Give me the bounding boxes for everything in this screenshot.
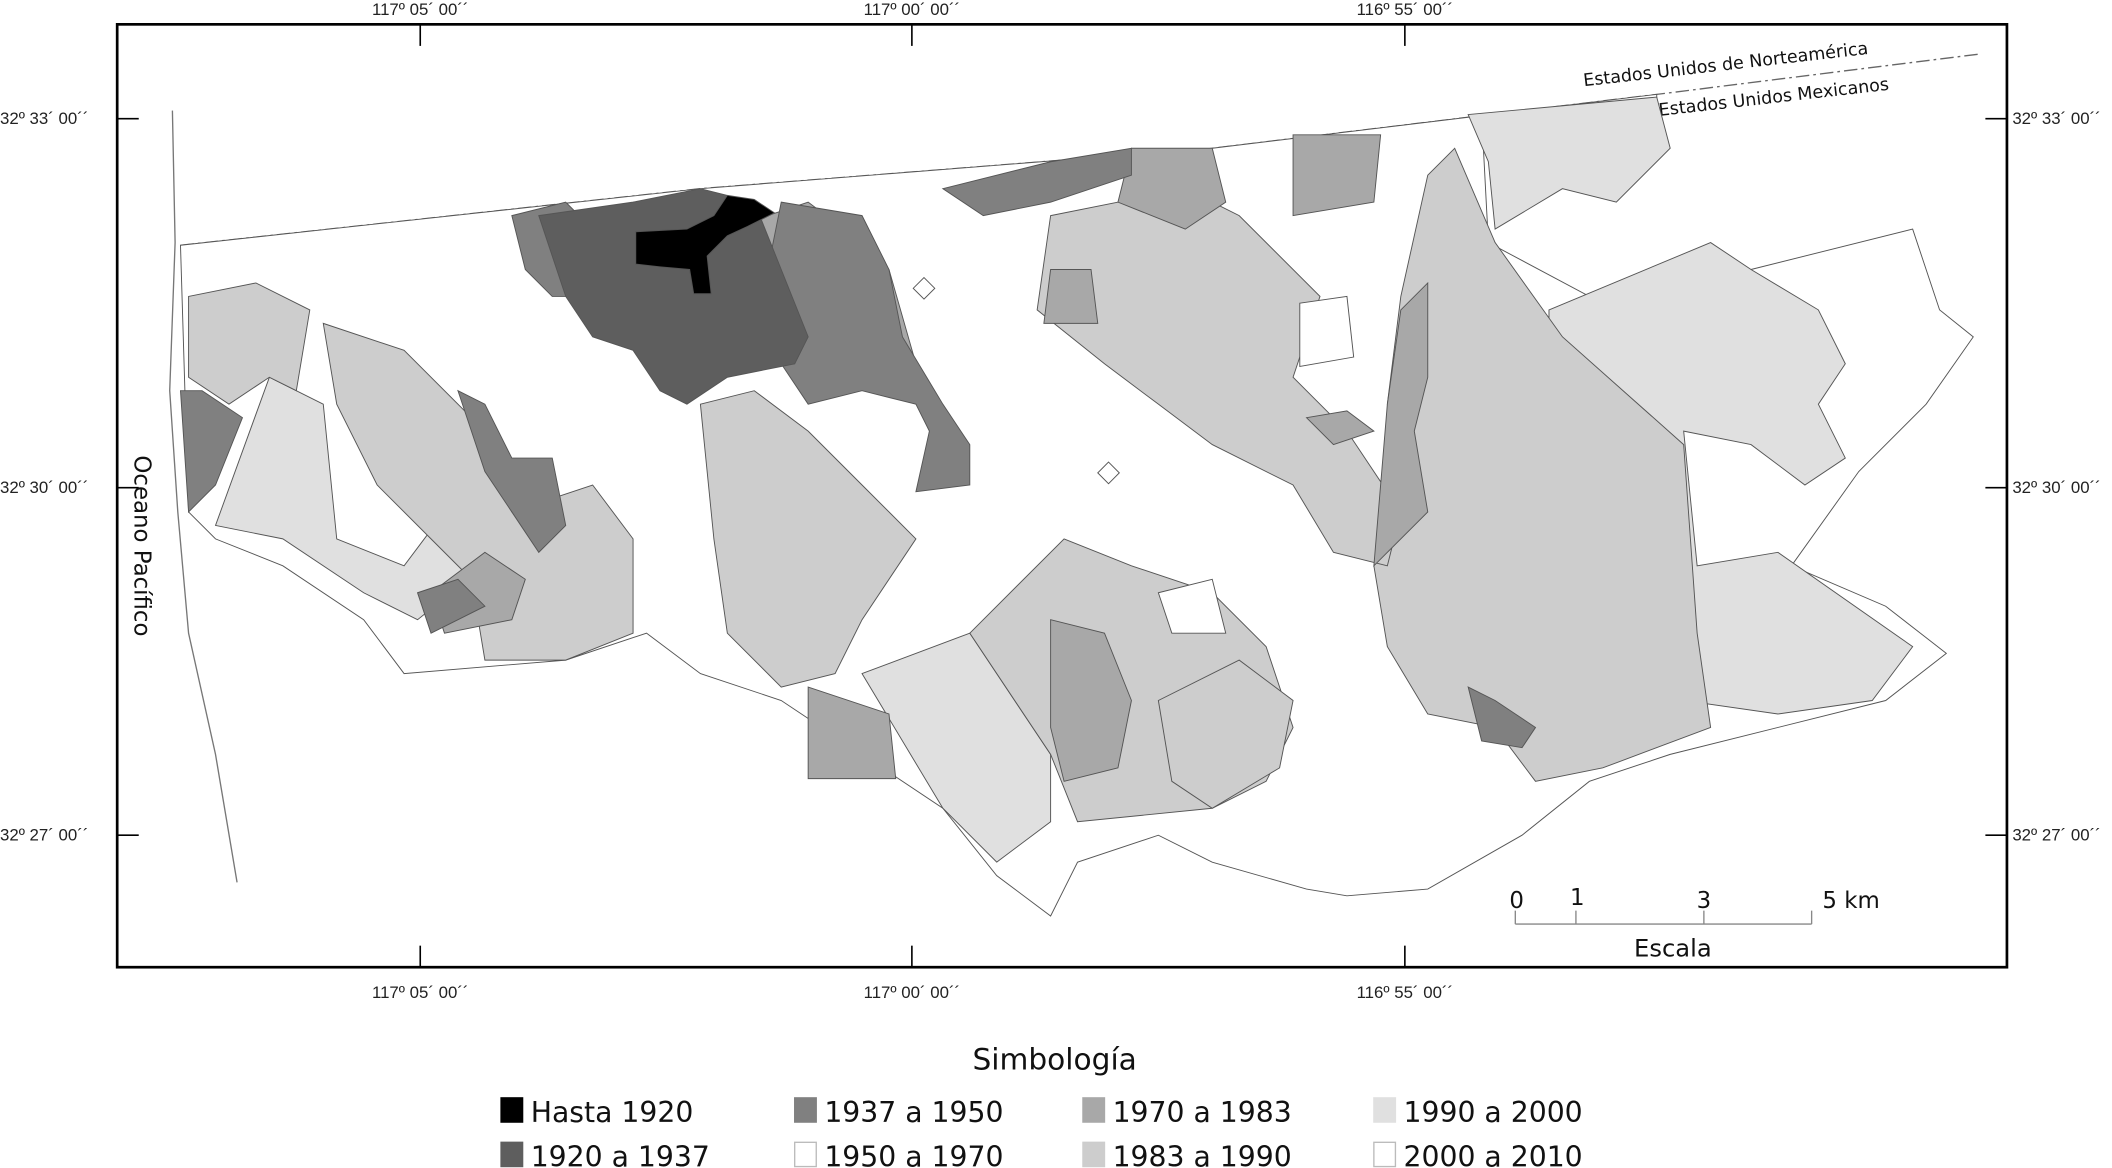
latitude-label-left: 32º 27´ 00´´ xyxy=(0,826,88,845)
legend-swatch xyxy=(1082,1141,1106,1168)
legend-swatch xyxy=(500,1097,524,1123)
ocean-label: Oceano Pacífico xyxy=(129,455,155,636)
urban-areas xyxy=(179,93,1974,917)
latitude-label-right: 32º 27´ 00´´ xyxy=(2012,826,2100,845)
legend-label: Hasta 1920 xyxy=(531,1096,694,1129)
latitude-label-right: 32º 33´ 00´´ xyxy=(2012,109,2100,128)
scale-bar xyxy=(1514,910,1813,925)
legend-swatch xyxy=(1373,1097,1397,1123)
legend-label: 1990 a 2000 xyxy=(1404,1096,1583,1129)
legend-label: 1950 a 1970 xyxy=(824,1141,1003,1168)
legend-label: 1920 a 1937 xyxy=(531,1141,710,1168)
scale-title: Escala xyxy=(1634,933,1712,962)
legend-label: 2000 a 2010 xyxy=(1404,1141,1583,1168)
legend-swatch xyxy=(794,1097,817,1123)
latitude-label-left: 32º 30´ 00´´ xyxy=(0,478,88,497)
latitude-label-right: 32º 30´ 00´´ xyxy=(2012,478,2100,497)
longitude-label-top: 117º 05´ 00´´ xyxy=(372,0,469,19)
legend-label: 1970 a 1983 xyxy=(1113,1096,1292,1129)
longitude-ticks-top xyxy=(117,24,2007,968)
scale-tick: 3 xyxy=(1697,888,1712,914)
legend-title: Simbología xyxy=(972,1042,1136,1077)
latitude-label-left: 32º 33´ 00´´ xyxy=(0,109,88,128)
longitude-label-bottom: 116º 55´ 00´´ xyxy=(1357,983,1454,1002)
legend-swatch xyxy=(1082,1097,1106,1123)
legend-swatch xyxy=(500,1141,524,1168)
longitude-label-bottom: 117º 05´ 00´´ xyxy=(372,983,469,1002)
scale-tick: 0 xyxy=(1509,888,1524,914)
scale-tick: 5 km xyxy=(1822,888,1879,914)
legend: Simbología Hasta 1920 1920 a 1937 1937 a 1… xyxy=(500,1042,1583,1168)
scale-tick: 1 xyxy=(1570,885,1585,911)
legend-swatch xyxy=(1373,1141,1397,1168)
longitude-label-bottom: 117º 00´ 00´´ xyxy=(864,983,961,1002)
longitude-label-top: 116º 55´ 00´´ xyxy=(1357,0,1454,19)
longitude-label-top: 117º 00´ 00´´ xyxy=(864,0,961,19)
coastline xyxy=(169,110,238,883)
legend-label: 1937 a 1950 xyxy=(824,1096,1003,1129)
legend-swatch xyxy=(794,1141,817,1168)
legend-label: 1983 a 1990 xyxy=(1113,1141,1292,1168)
